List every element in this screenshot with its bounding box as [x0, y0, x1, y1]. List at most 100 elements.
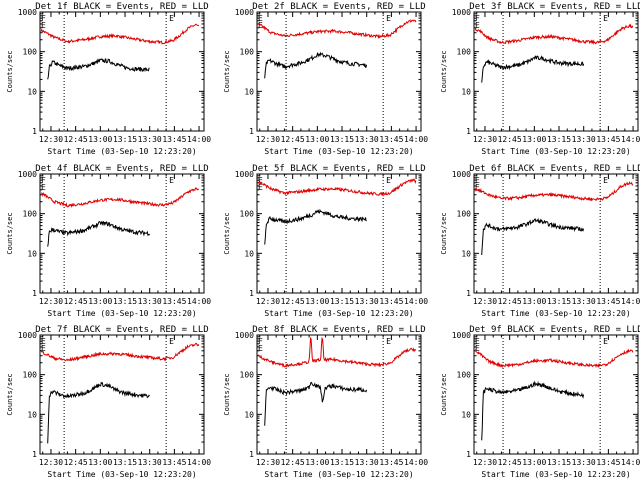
x-tick-label: 13:45 — [596, 135, 620, 144]
lld-rate-line — [474, 348, 634, 369]
y-axis-label: Counts/sec — [6, 373, 14, 415]
x-tick-label: 13:00 — [88, 458, 112, 467]
y-tick-label: 10 — [461, 249, 471, 258]
y-tick-label: 100 — [240, 210, 255, 219]
x-tick-label: 13:30 — [355, 458, 379, 467]
x-tick-label: 13:00 — [522, 458, 546, 467]
x-tick-label: 12:45 — [281, 458, 305, 467]
y-tick-label: 100 — [240, 48, 255, 57]
x-tick-label: 13:15 — [547, 297, 571, 306]
flag-marker-label: E — [41, 337, 46, 346]
x-tick-label: 12:45 — [498, 458, 522, 467]
detector-panel-6: Det 6f BLACK = Events, RED = LLD Counts/s… — [440, 164, 640, 318]
y-tick-label: 10 — [27, 410, 37, 419]
detector-panel-1: Det 1f BLACK = Events, RED = LLD Counts/s… — [6, 2, 211, 156]
y-tick-label: 1000 — [18, 331, 37, 340]
x-tick-label: 13:45 — [162, 458, 186, 467]
y-tick-label: 1 — [466, 450, 471, 459]
flag-marker-label: E — [603, 337, 608, 346]
x-tick-label: 13:15 — [330, 297, 354, 306]
flag-marker-label: F — [475, 14, 480, 23]
flag-marker-label: E — [475, 21, 480, 30]
x-tick-label: 13:00 — [305, 297, 329, 306]
flag-marker-label: E — [258, 176, 263, 185]
x-tick-label: 13:30 — [138, 297, 162, 306]
x-tick-label: 13:30 — [355, 297, 379, 306]
detector-panel-7: Det 7f BLACK = Events, RED = LLD Counts/s… — [6, 325, 211, 479]
panel-title: Det 6f BLACK = Events, RED = LLD — [469, 164, 640, 174]
flag-marker-label: E — [386, 176, 391, 185]
x-axis-label: Start Time (03-Sep-10 12:23:20) — [481, 470, 630, 479]
x-axis-label: Start Time (03-Sep-10 12:23:20) — [264, 309, 413, 318]
y-axis-label: Counts/sec — [223, 373, 231, 415]
x-tick-label: 12:30 — [39, 297, 63, 306]
y-tick-label: 1 — [32, 127, 37, 136]
x-tick-label: 13:00 — [305, 458, 329, 467]
x-tick-label: 12:45 — [64, 135, 88, 144]
events-rate-line — [264, 51, 368, 79]
x-tick-label: 13:00 — [88, 135, 112, 144]
y-tick-label: 1000 — [235, 8, 254, 17]
lld-rate-line — [258, 336, 417, 369]
lld-rate-line — [474, 181, 634, 202]
y-tick-label: 1000 — [452, 170, 471, 179]
y-axis-label: Counts/sec — [6, 212, 14, 254]
y-tick-label: 10 — [27, 249, 37, 258]
events-rate-line — [481, 55, 585, 83]
detector-panel-5: Det 5f BLACK = Events, RED = LLD Counts/s… — [223, 164, 428, 318]
x-tick-label: 14:00 — [621, 458, 640, 467]
x-tick-label: 13:45 — [379, 135, 403, 144]
y-tick-label: 1 — [466, 127, 471, 136]
x-tick-label: 13:30 — [572, 458, 596, 467]
detector-panel-8: Det 8f BLACK = Events, RED = LLD Counts/s… — [223, 325, 428, 479]
detector-panel-9: Det 9f BLACK = Events, RED = LLD Counts/s… — [440, 325, 640, 479]
flag-marker-label: E — [41, 183, 46, 192]
flag-marker-label: E — [258, 14, 263, 23]
y-axis-label: Counts/sec — [440, 212, 448, 254]
y-tick-label: 10 — [244, 87, 254, 96]
x-tick-label: 13:15 — [547, 135, 571, 144]
events-rate-line — [47, 58, 150, 80]
x-tick-label: 13:00 — [88, 297, 112, 306]
events-rate-line — [47, 381, 150, 444]
x-tick-label: 12:45 — [64, 297, 88, 306]
y-tick-label: 100 — [457, 210, 472, 219]
plot-frame — [256, 334, 422, 455]
y-tick-label: 1000 — [452, 8, 471, 17]
x-tick-label: 13:15 — [547, 458, 571, 467]
y-axis-label: Counts/sec — [6, 50, 14, 92]
x-axis-label: Start Time (03-Sep-10 12:23:20) — [47, 147, 196, 156]
x-tick-label: 13:15 — [330, 458, 354, 467]
events-rate-line — [481, 380, 585, 441]
x-tick-label: 14:00 — [187, 135, 211, 144]
y-tick-label: 100 — [23, 371, 38, 380]
panel-title: Det 2f BLACK = Events, RED = LLD — [252, 2, 425, 12]
x-tick-label: 12:45 — [498, 135, 522, 144]
y-tick-label: 10 — [461, 87, 471, 96]
x-axis-label: Start Time (03-Sep-10 12:23:20) — [264, 470, 413, 479]
x-tick-label: 12:30 — [256, 297, 280, 306]
events-rate-line — [481, 217, 585, 256]
y-tick-label: 1 — [32, 289, 37, 298]
flag-marker-label: E — [475, 176, 480, 185]
flag-marker-label: E — [169, 14, 174, 23]
lld-rate-line — [40, 23, 200, 45]
y-tick-label: 1 — [249, 450, 254, 459]
y-tick-label: 1000 — [18, 170, 37, 179]
events-rate-line — [47, 220, 151, 247]
y-tick-label: 10 — [461, 410, 471, 419]
x-tick-label: 13:30 — [355, 135, 379, 144]
flag-marker-label: E — [475, 344, 480, 353]
x-tick-label: 13:00 — [522, 135, 546, 144]
events-rate-line — [264, 208, 367, 245]
x-tick-label: 13:45 — [379, 458, 403, 467]
x-tick-label: 14:00 — [621, 135, 640, 144]
flag-marker-label: E — [41, 21, 46, 30]
flag-marker-label: E — [41, 344, 46, 353]
x-tick-label: 14:00 — [187, 458, 211, 467]
x-tick-label: 13:45 — [162, 135, 186, 144]
x-tick-label: 13:45 — [596, 297, 620, 306]
x-tick-label: 14:00 — [187, 297, 211, 306]
events-rate-line — [264, 381, 368, 426]
